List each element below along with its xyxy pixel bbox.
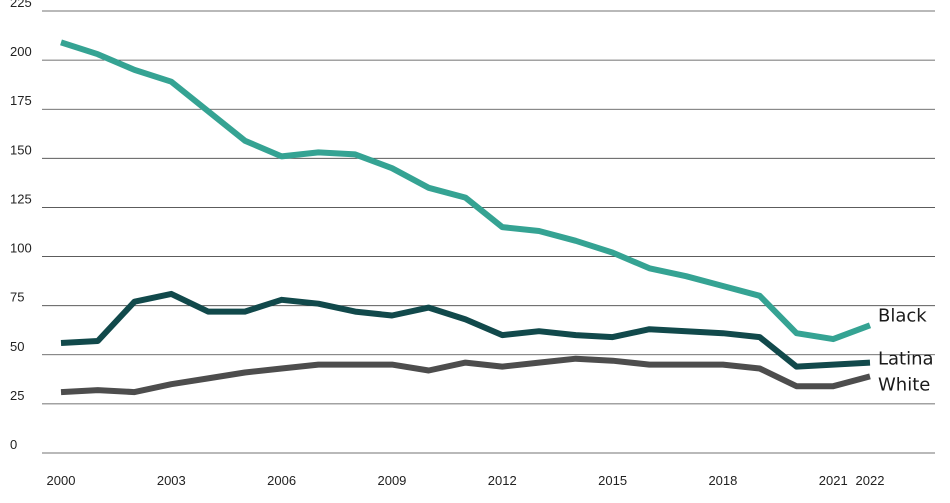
x-tick-label: 2021 [819, 473, 848, 488]
x-tick-label: 2018 [708, 473, 737, 488]
y-tick-label: 175 [10, 93, 32, 108]
series-labels: Black Latina White [878, 305, 934, 395]
x-tick-label: 2015 [598, 473, 627, 488]
x-tick-label: 2006 [267, 473, 296, 488]
x-tick-label: 2000 [47, 473, 76, 488]
x-tick-label: 2009 [377, 473, 406, 488]
series-label-latina: Latina [878, 349, 934, 370]
y-tick-label: 225 [10, 0, 32, 10]
y-tick-label: 200 [10, 44, 32, 59]
y-tick-label: 0 [10, 437, 17, 452]
y-axis-ticks: 0 25 50 75 100 125 150 175 200 225 [10, 0, 32, 452]
y-tick-label: 150 [10, 142, 32, 157]
y-tick-label: 125 [10, 191, 32, 206]
y-tick-label: 25 [10, 388, 24, 403]
series-line-white [60, 355, 871, 396]
x-tick-label: 2022 [856, 473, 885, 488]
y-tick-label: 75 [10, 290, 24, 305]
series-line-latina [60, 290, 871, 370]
series-label-white: White [878, 374, 930, 395]
series-label-black: Black [878, 305, 927, 326]
y-tick-label: 50 [10, 339, 24, 354]
series-lines [60, 39, 872, 396]
x-axis-ticks: 2000 2003 2006 2009 2012 2015 2018 2021 2022 [47, 473, 885, 488]
x-tick-label: 2003 [157, 473, 186, 488]
y-tick-label: 100 [10, 241, 32, 256]
series-line-black [60, 39, 872, 343]
x-tick-label: 2012 [488, 473, 517, 488]
